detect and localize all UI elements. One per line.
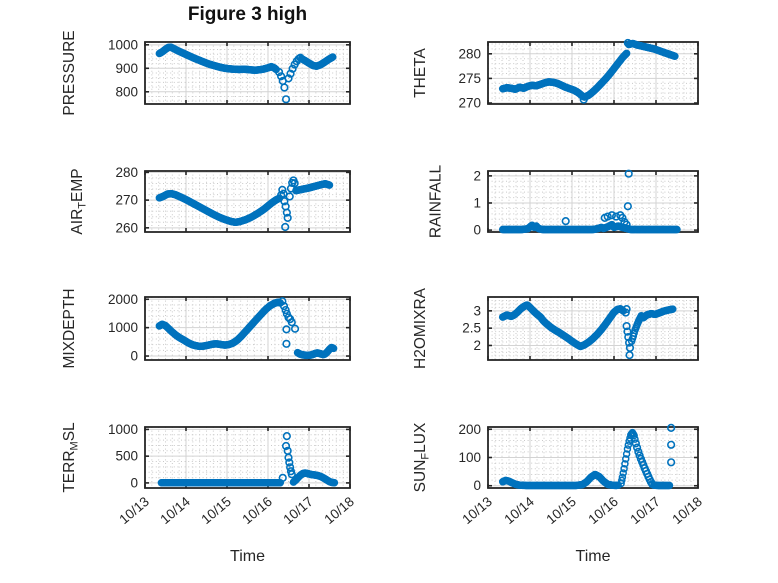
svg-text:0: 0 <box>473 478 481 493</box>
minor-grid <box>488 171 698 232</box>
svg-text:3: 3 <box>473 303 481 318</box>
svg-text:1000: 1000 <box>108 37 138 52</box>
y-tick-labels: 0 1000 2000 <box>108 292 138 364</box>
subplot-pressure: 800 900 1000 PRESSURE <box>61 30 351 116</box>
y-axis-label: MIXDEPTH <box>61 288 78 368</box>
plot-box <box>144 426 351 489</box>
svg-text:2.5: 2.5 <box>462 321 481 336</box>
x-axis-label-right: Time <box>575 548 611 565</box>
plot-box <box>487 41 699 105</box>
svg-text:260: 260 <box>115 220 138 235</box>
svg-text:800: 800 <box>115 84 138 99</box>
svg-text:1000: 1000 <box>108 320 138 335</box>
y-axis-label: PRESSURE <box>61 30 78 115</box>
plot-box <box>144 41 351 105</box>
svg-text:10/17: 10/17 <box>627 494 663 527</box>
data-markers <box>155 43 337 104</box>
plot-box <box>144 170 351 233</box>
svg-text:10/13: 10/13 <box>459 494 495 527</box>
svg-text:2: 2 <box>473 168 481 183</box>
subplot-rainfall: 0 1 2 RAINFALL <box>427 165 699 239</box>
figure-title: Figure 3 high <box>187 4 308 25</box>
axis-ticks <box>144 171 351 232</box>
svg-text:0: 0 <box>473 223 481 238</box>
svg-text:10/15: 10/15 <box>543 494 579 527</box>
y-tick-labels: 22.53 <box>462 303 481 353</box>
svg-text:10/17: 10/17 <box>280 494 316 527</box>
x-tick-labels: 10/13 10/14 10/15 10/16 10/17 10/18 <box>459 494 705 528</box>
svg-text:200: 200 <box>458 422 481 437</box>
subplot-air-temp: 260 270 280 AIRTEMP <box>69 165 351 235</box>
svg-text:100: 100 <box>458 450 481 465</box>
svg-text:0: 0 <box>130 475 138 490</box>
axis-ticks <box>487 42 699 104</box>
y-axis-label: AIRTEMP <box>69 168 89 234</box>
y-tick-labels: 270 275 280 <box>458 46 481 110</box>
y-tick-labels: 0 1 2 <box>473 168 481 237</box>
svg-text:10/18: 10/18 <box>321 494 357 527</box>
subplot-terr-msl: 0 500 1000 TERRMSL 10/13 10/14 10/15 10/16 10/17… <box>61 422 357 528</box>
svg-text:270: 270 <box>115 193 138 208</box>
y-axis-label: SUNFLUX <box>412 422 432 492</box>
data-markers <box>498 301 677 360</box>
plot-box <box>144 296 351 361</box>
data-markers <box>498 38 679 104</box>
y-tick-labels: 0 100 200 <box>458 422 481 493</box>
svg-text:10/14: 10/14 <box>501 494 537 528</box>
svg-text:2: 2 <box>473 338 481 353</box>
svg-text:280: 280 <box>458 46 481 61</box>
y-axis-label: THETA <box>412 48 429 98</box>
svg-text:10/15: 10/15 <box>198 494 234 527</box>
subplot-mixdepth: 0 1000 2000 MIXDEPTH <box>61 288 351 369</box>
y-axis-label: H2OMIXRA <box>412 287 429 369</box>
axis-ticks <box>487 297 699 360</box>
x-tick-labels: 10/13 10/14 10/15 10/16 10/17 10/18 <box>116 494 357 528</box>
y-axis-label: TERRMSL <box>61 422 80 493</box>
y-axis-label: RAINFALL <box>427 165 444 239</box>
svg-text:900: 900 <box>115 61 138 76</box>
y-tick-labels: 260 270 280 <box>115 165 138 235</box>
y-tick-labels: 0 500 1000 <box>108 422 138 491</box>
subplot-sun-flux: 0 100 200 SUNFLUX 10/13 10/14 10/15 10/16 10/17 1… <box>412 422 705 528</box>
data-markers <box>155 297 338 360</box>
y-tick-labels: 800 900 1000 <box>108 37 138 99</box>
subplot-theta: 270 275 280 THETA <box>412 38 699 111</box>
x-axis-label-left: Time <box>230 548 265 565</box>
svg-text:10/18: 10/18 <box>669 494 705 527</box>
svg-text:280: 280 <box>115 165 138 180</box>
data-markers <box>157 431 339 487</box>
data-markers <box>498 169 681 234</box>
svg-text:270: 270 <box>458 96 481 111</box>
svg-text:2000: 2000 <box>108 292 138 307</box>
svg-text:0: 0 <box>130 349 138 364</box>
major-grid <box>488 427 698 488</box>
svg-text:10/13: 10/13 <box>116 494 152 527</box>
svg-text:500: 500 <box>115 449 138 464</box>
svg-text:1000: 1000 <box>108 422 138 437</box>
svg-text:275: 275 <box>458 71 481 86</box>
svg-text:10/16: 10/16 <box>585 494 621 527</box>
svg-text:10/16: 10/16 <box>239 494 275 527</box>
axis-ticks <box>144 297 351 360</box>
axis-ticks <box>144 42 351 104</box>
svg-text:1: 1 <box>473 195 481 210</box>
data-markers <box>498 423 676 490</box>
data-markers <box>155 176 334 232</box>
svg-text:10/14: 10/14 <box>157 494 193 528</box>
